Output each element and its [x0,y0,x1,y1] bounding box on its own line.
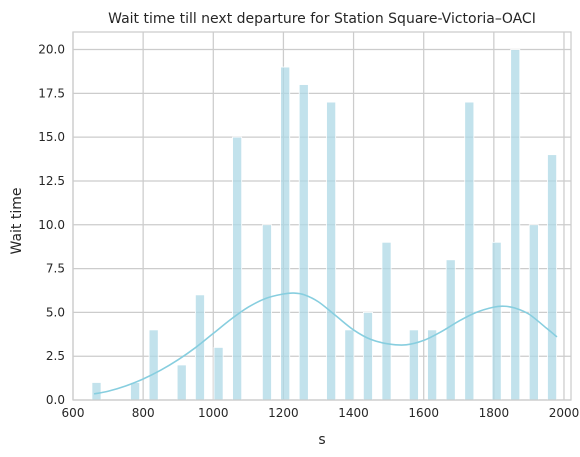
histogram-bar [326,101,337,401]
histogram-bar [381,241,392,401]
y-tick-labels: 0.0 2.5 5.0 7.5 10.0 12.5 15.0 17.5 20.0 [38,43,65,407]
x-tick-labels: 600 800 1000 1200 1400 1600 1800 2000 [62,406,580,420]
y-tick-label: 12.5 [38,174,65,188]
x-tick-label: 2000 [549,406,580,420]
histogram-bar [510,49,521,401]
y-tick-label: 20.0 [38,43,65,57]
histogram-bar [445,259,456,401]
histogram-bar [408,329,419,401]
histogram-bar [176,364,187,401]
x-tick-label: 600 [62,406,85,420]
histogram-bar [91,382,102,401]
histogram-bar [547,154,558,401]
histogram-bar [491,241,502,401]
histogram-bar [232,136,243,401]
y-tick-label: 17.5 [38,86,65,100]
histogram-bar [130,382,141,401]
histogram-bar [261,224,272,401]
x-tick-label: 800 [132,406,155,420]
y-tick-label: 2.5 [46,349,65,363]
x-tick-label: 1600 [408,406,439,420]
x-tick-label: 1400 [338,406,369,420]
y-axis-label: Wait time [9,188,25,255]
y-tick-label: 15.0 [38,130,65,144]
histogram-bar [148,329,159,401]
x-tick-label: 1800 [479,406,510,420]
x-tick-label: 1000 [198,406,229,420]
x-tick-label: 1200 [268,406,299,420]
histogram-bar [213,347,224,401]
kde-line [93,292,558,395]
histogram-bar [528,224,539,401]
y-tick-label: 7.5 [46,262,65,276]
x-axis-label: s [318,432,325,448]
kde-curve-group [93,292,558,395]
histogram-bar [344,329,355,401]
chart-title: Wait time till next departure for Statio… [108,11,536,27]
y-tick-label: 5.0 [46,305,65,319]
y-tick-label: 0.0 [46,393,65,407]
histogram-bar [298,84,309,401]
histogram-bar [280,66,291,401]
plot-frame [72,31,572,401]
histogram-bar [362,311,373,401]
y-tick-label: 10.0 [38,218,65,232]
histogram-bar [464,101,475,401]
histogram-bar [427,329,438,401]
